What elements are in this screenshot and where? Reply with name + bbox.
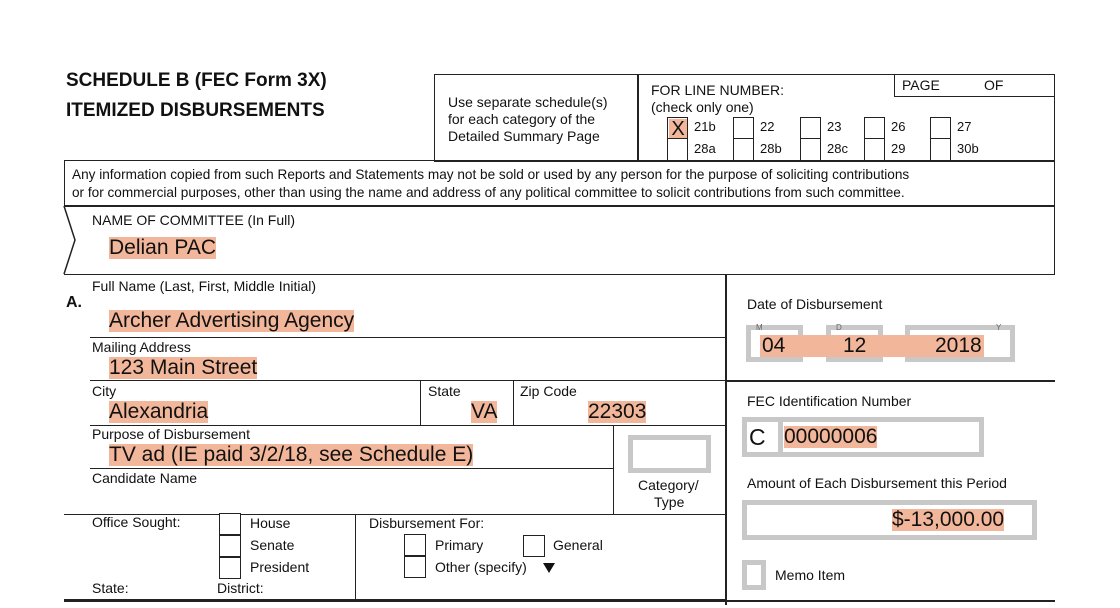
committee-label: NAME OF COMMITTEE (In Full) (92, 212, 295, 228)
instructions-box: Use separate schedule(s) for each catego… (434, 74, 639, 162)
instructions-line: for each category of the (448, 111, 596, 127)
instructions-line: Detailed Summary Page (448, 128, 600, 144)
month-hint: M (756, 323, 763, 332)
line-28c-checkbox[interactable] (800, 139, 821, 161)
date-year-field[interactable]: 2018 (935, 334, 982, 357)
purpose-field[interactable]: TV ad (IE paid 3/2/18, see Schedule E) (109, 443, 474, 466)
date-label: Date of Disbursement (747, 296, 883, 312)
fec-id-field[interactable]: 00000006 (784, 425, 878, 448)
other-checkbox[interactable] (404, 556, 426, 578)
president-label: President (250, 559, 310, 575)
category-label: Category/ (638, 477, 699, 493)
line-27-checkbox[interactable] (930, 117, 951, 139)
year-hint: Y (996, 323, 1002, 332)
notice-line: or for commercial purposes, other than u… (72, 185, 905, 200)
line-number-label: FOR LINE NUMBER: (651, 82, 785, 98)
line-22-checkbox[interactable] (733, 117, 754, 139)
memo-item-checkbox[interactable] (742, 560, 766, 590)
committee-name-field[interactable]: Delian PAC (109, 236, 216, 259)
date-day-field[interactable]: 12 (843, 334, 867, 357)
day-hint: D (836, 323, 842, 332)
category-type-field[interactable] (628, 435, 711, 473)
fec-id-label: FEC Identification Number (747, 393, 912, 409)
chevron-right-icon (63, 205, 76, 275)
notice-box: Any information copied from such Reports… (64, 160, 1055, 207)
instructions-text: Use separate schedule(s) for each catego… (448, 94, 608, 145)
line-21b-label: 21b (694, 119, 716, 134)
line-28b-label: 28b (760, 141, 782, 156)
purpose-label: Purpose of Disbursement (92, 426, 250, 442)
other-label: Other (specify) (435, 559, 527, 575)
line-26-checkbox[interactable] (864, 117, 885, 139)
general-checkbox[interactable] (523, 535, 545, 557)
line-28c-label: 28c (827, 141, 848, 156)
memo-item-label: Memo Item (775, 567, 846, 583)
mailing-address-field[interactable]: 123 Main Street (109, 356, 258, 379)
candidate-name-label: Candidate Name (92, 470, 198, 486)
page-label: PAGE (902, 77, 940, 93)
line-22-label: 22 (760, 119, 775, 134)
fec-prefix: C (749, 424, 766, 450)
line-28a-label: 28a (694, 141, 716, 156)
line-23-label: 23 (827, 119, 842, 134)
type-label: Type (654, 494, 685, 510)
line-23-checkbox[interactable] (800, 117, 821, 139)
full-name-label: Full Name (Last, First, Middle Initial) (92, 278, 317, 294)
line-21b-checkbox[interactable]: X (667, 117, 688, 139)
notice-line: Any information copied from such Reports… (72, 167, 910, 182)
line-30b-label: 30b (957, 141, 979, 156)
of-label: OF (984, 77, 1004, 93)
city-field[interactable]: Alexandria (109, 400, 209, 423)
line-28a-checkbox[interactable] (667, 139, 688, 161)
city-label: City (92, 383, 117, 399)
line-28b-checkbox[interactable] (733, 139, 754, 161)
district-label: District: (217, 580, 264, 596)
dropdown-triangle-icon[interactable] (543, 563, 556, 574)
state-label: State (428, 383, 461, 399)
state-field[interactable]: VA (471, 400, 498, 423)
senate-label: Senate (250, 537, 295, 553)
state-office-label: State: (92, 580, 129, 596)
line-26-label: 26 (891, 119, 906, 134)
disbursement-for-label: Disbursement For: (369, 515, 485, 531)
committee-box (64, 205, 1055, 275)
section-label: A. (66, 294, 82, 311)
form-title: SCHEDULE B (FEC Form 3X) (66, 70, 327, 91)
date-highlight (760, 335, 984, 357)
amount-field[interactable]: $-13,000.00 (892, 508, 1005, 531)
zip-field[interactable]: 22303 (588, 400, 647, 423)
primary-label: Primary (435, 537, 484, 553)
form-subtitle: ITEMIZED DISBURSEMENTS (66, 100, 325, 121)
instructions-line: Use separate schedule(s) (448, 94, 608, 110)
general-label: General (553, 537, 603, 553)
line-number-box (637, 74, 1055, 162)
date-month-field[interactable]: 04 (762, 334, 786, 357)
page-box: PAGE OF (894, 74, 1055, 97)
zip-label: Zip Code (520, 383, 577, 399)
house-checkbox[interactable] (219, 513, 241, 535)
line-30b-checkbox[interactable] (930, 139, 951, 161)
house-label: House (250, 515, 291, 531)
president-checkbox[interactable] (219, 557, 241, 579)
check-mark: X (669, 119, 687, 139)
senate-checkbox[interactable] (219, 535, 241, 557)
line-27-label: 27 (957, 119, 972, 134)
line-29-label: 29 (891, 141, 906, 156)
mailing-address-label: Mailing Address (92, 339, 191, 355)
office-sought-label: Office Sought: (92, 514, 181, 530)
full-name-field[interactable]: Archer Advertising Agency (109, 309, 355, 332)
line-29-checkbox[interactable] (864, 139, 885, 161)
primary-checkbox[interactable] (404, 534, 426, 556)
line-number-hint: (check only one) (651, 99, 754, 115)
amount-label: Amount of Each Disbursement this Period (747, 475, 1007, 491)
